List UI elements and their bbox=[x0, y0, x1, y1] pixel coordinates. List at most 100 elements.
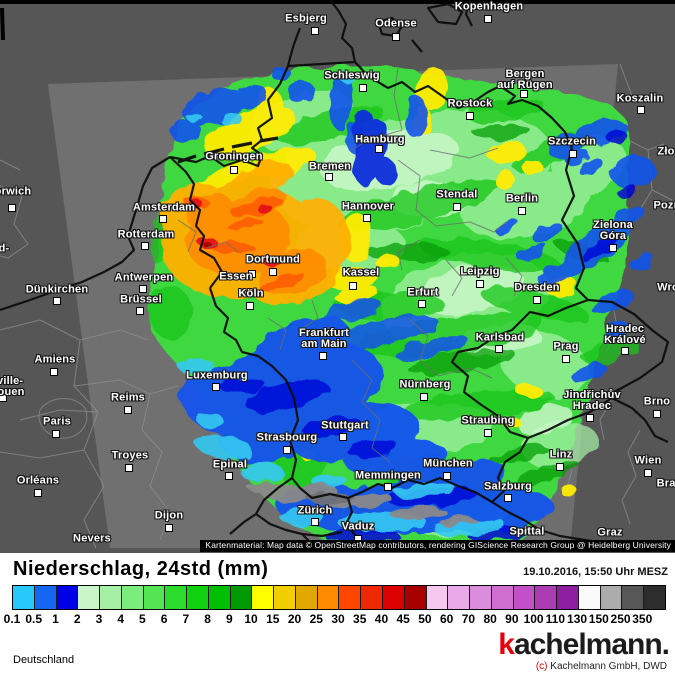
city-label: Paris bbox=[43, 415, 71, 428]
city-marker bbox=[165, 524, 173, 532]
city-marker bbox=[230, 166, 238, 174]
city-label: Dortmund bbox=[245, 253, 301, 266]
city-label: Epinal bbox=[212, 458, 248, 471]
city-label: Amsterdam bbox=[132, 201, 196, 214]
scale-box bbox=[578, 586, 601, 609]
scale-tick-label: 90 bbox=[505, 612, 519, 626]
city-label: Hamburg bbox=[355, 133, 405, 146]
city-marker bbox=[443, 472, 451, 480]
city-label: Nevers bbox=[73, 532, 111, 545]
scale-tick-label: 350 bbox=[632, 612, 653, 626]
map-attribution: Kartenmaterial: Map data © OpenStreetMap… bbox=[200, 540, 675, 552]
city-marker bbox=[311, 27, 319, 35]
scale-tick-label: 250 bbox=[610, 612, 631, 626]
city-label: Essen bbox=[219, 270, 253, 283]
city-marker bbox=[339, 433, 347, 441]
scale-box bbox=[535, 586, 558, 609]
city-marker bbox=[325, 173, 333, 181]
city-marker bbox=[562, 355, 570, 363]
city-label: Kassel bbox=[342, 266, 380, 279]
city-marker bbox=[8, 204, 16, 212]
city-marker bbox=[466, 112, 474, 120]
city-marker bbox=[0, 394, 7, 402]
scale-tick-label: 3 bbox=[95, 612, 103, 626]
city-label: Pozn bbox=[653, 199, 675, 212]
scale-box bbox=[317, 586, 340, 609]
city-label: München bbox=[423, 457, 473, 470]
city-label: Erfurt bbox=[407, 286, 439, 299]
city-marker bbox=[141, 242, 149, 250]
scale-box bbox=[56, 586, 79, 609]
region-label: Deutschland bbox=[13, 654, 75, 666]
scale-tick-label: 150 bbox=[588, 612, 609, 626]
scale-box bbox=[491, 586, 514, 609]
scale-tick-label: 70 bbox=[461, 612, 476, 626]
city-label: Brat bbox=[656, 477, 675, 490]
city-label: Wro bbox=[657, 281, 675, 294]
city-label: Dresden bbox=[514, 281, 560, 294]
color-scale-labels: 0.1 0.5 1 2 3 4 5 6 7 8 9 10 15 20 25 30 35 40 45 50 60 70 80 9… bbox=[4, 612, 664, 626]
city-label: Koszalin bbox=[616, 92, 664, 105]
scale-tick-label: 2 bbox=[73, 612, 81, 626]
city-label: orwich bbox=[0, 185, 32, 198]
city-layer: Esbjerg Kopenhagen Odense Schleswig Bergen a… bbox=[0, 0, 675, 545]
color-scale-bar bbox=[12, 585, 666, 610]
scale-box bbox=[404, 586, 427, 609]
scale-box bbox=[513, 586, 536, 609]
city-label: Brüssel bbox=[120, 293, 162, 306]
scale-tick-label: 130 bbox=[567, 612, 588, 626]
legend-panel: Niederschlag, 24std (mm) 19.10.2016, 15:… bbox=[0, 553, 675, 675]
city-marker bbox=[484, 429, 492, 437]
city-marker bbox=[124, 406, 132, 414]
scale-box bbox=[187, 586, 209, 609]
city-label: Nürnberg bbox=[399, 378, 451, 391]
city-label: Jindřichův Hradec bbox=[563, 388, 621, 412]
map-art bbox=[0, 0, 675, 550]
city-marker bbox=[644, 469, 652, 477]
city-label: Dünkirchen bbox=[25, 283, 89, 296]
scale-box bbox=[78, 586, 101, 609]
scale-tick-label: 35 bbox=[353, 612, 367, 626]
scale-box bbox=[622, 586, 645, 609]
city-marker bbox=[363, 214, 371, 222]
city-marker bbox=[212, 383, 220, 391]
city-label: Berlin bbox=[505, 192, 539, 205]
city-label: Szczecin bbox=[547, 135, 597, 148]
city-label: Kopenhagen bbox=[454, 0, 524, 13]
city-marker bbox=[569, 150, 577, 158]
scale-tick-label: 5 bbox=[139, 612, 146, 626]
city-marker bbox=[139, 285, 147, 293]
legend-datetime: 19.10.2016, 15:50 Uhr MESZ bbox=[523, 566, 668, 578]
region-borders bbox=[0, 63, 673, 549]
scale-box bbox=[600, 586, 623, 609]
city-label: Hradec Králové bbox=[604, 322, 646, 346]
city-label: Karlsbad bbox=[475, 331, 525, 344]
city-marker bbox=[609, 244, 617, 252]
city-label: eville- Rouen bbox=[0, 374, 25, 398]
scale-box bbox=[165, 586, 188, 609]
city-label: Linz bbox=[549, 448, 573, 461]
precipitation-field bbox=[147, 63, 655, 548]
map-canvas: Esbjerg Kopenhagen Odense Schleswig Bergen a… bbox=[0, 0, 675, 553]
city-marker bbox=[484, 15, 492, 23]
scale-box bbox=[274, 586, 296, 609]
copyright-rest: Kachelmann GmbH, DWD bbox=[547, 661, 667, 672]
city-label: Bergen auf Rügen bbox=[497, 67, 553, 91]
scale-box bbox=[252, 586, 275, 609]
scale-box bbox=[339, 586, 362, 609]
city-label: Stendal bbox=[436, 188, 478, 201]
city-marker bbox=[418, 300, 426, 308]
city-marker bbox=[159, 215, 167, 223]
city-marker bbox=[50, 368, 58, 376]
city-marker bbox=[392, 33, 400, 41]
city-label: Groningen bbox=[205, 150, 263, 163]
city-marker bbox=[556, 463, 564, 471]
legend-title: Niederschlag, 24std (mm) bbox=[13, 558, 269, 580]
city-label: Dijon bbox=[154, 509, 184, 522]
city-label: Wien bbox=[634, 454, 662, 467]
city-marker bbox=[476, 280, 484, 288]
city-marker bbox=[621, 347, 629, 355]
scale-tick-label: 1 bbox=[52, 612, 59, 626]
city-label: Zürich bbox=[297, 504, 333, 517]
